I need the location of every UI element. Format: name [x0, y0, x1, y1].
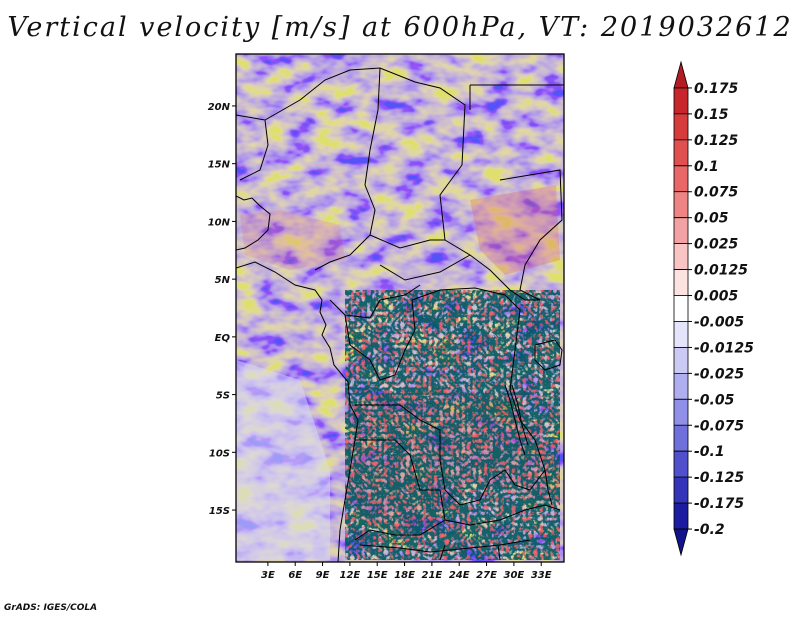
colorbar-segment	[673, 295, 689, 322]
border-zambia	[444, 504, 561, 526]
x-tick-label: 3E	[261, 570, 275, 581]
x-tick-label: 33E	[531, 570, 552, 581]
colorbar-label: -0.125	[694, 470, 744, 486]
border-north-2	[236, 99, 301, 181]
chart-title: Vertical velocity [m/s] at 600hPa, VT: 2…	[7, 12, 793, 43]
colorbar-label: 0.05	[694, 211, 729, 227]
coastline-gulf	[236, 261, 359, 562]
colorbar-label: 0.125	[694, 133, 739, 149]
border-angola	[354, 439, 446, 541]
y-tick-label: 20N	[208, 102, 231, 113]
footer-credit: GrADS: IGES/COLA	[4, 603, 98, 613]
colorbar-label: 0.075	[694, 185, 739, 201]
ascent-region-west	[240, 210, 345, 270]
colorbar-segment	[673, 347, 689, 374]
coastline-west	[236, 195, 271, 251]
colorbar-label: -0.1	[694, 444, 725, 460]
colorbar-label: 0.1	[694, 159, 719, 175]
colorbar-label: 0.0125	[694, 263, 748, 279]
colorbar-segment	[673, 476, 689, 504]
lake-malawi	[544, 469, 553, 506]
border-congo	[329, 284, 421, 381]
x-tick-label: 15E	[367, 570, 388, 581]
colorbar-segment	[673, 528, 689, 557]
ascent-region-east	[470, 185, 560, 275]
colorbar-segment	[673, 165, 689, 193]
colorbar-label: -0.05	[694, 392, 735, 408]
colorbar-segment	[673, 269, 689, 296]
colorbar-label: 0.175	[694, 81, 739, 97]
border-drc	[355, 287, 546, 506]
colorbar-label: -0.2	[694, 522, 725, 538]
y-tick-label: 10N	[208, 217, 231, 228]
subsidence-region-sw	[236, 360, 330, 560]
colorbar-segment	[673, 398, 689, 426]
x-tick-label: 27E	[476, 570, 497, 581]
colorbar-segment	[673, 424, 689, 452]
border-chad	[314, 67, 381, 271]
colorbar-segment	[673, 87, 689, 115]
border-south	[359, 539, 531, 561]
border-east	[469, 84, 564, 301]
border-car	[369, 234, 471, 281]
x-axis: 3E 6E 9E 12E 15E 18E 21E 24E 27E 30E 33E	[261, 562, 552, 581]
colorbar-label: -0.075	[694, 418, 744, 434]
y-tick-label: 15N	[208, 160, 231, 171]
lake-victoria	[534, 339, 563, 371]
x-tick-label: 24E	[449, 570, 470, 581]
colorbar-label: -0.025	[694, 366, 744, 382]
y-tick-label: 5S	[216, 391, 230, 402]
colorbar-label: -0.005	[694, 314, 744, 330]
map-frame	[235, 53, 565, 563]
y-tick-label: EQ	[215, 333, 231, 344]
colorbar: 0.175 0.15 0.125 0.1 0.075 0.05 0.025 0.0125 0.0…	[673, 60, 754, 557]
x-tick-label: 6E	[288, 570, 302, 581]
border-north-1	[299, 67, 540, 301]
country-borders	[236, 67, 564, 562]
x-tick-label: 21E	[422, 570, 443, 581]
x-tick-label: 18E	[394, 570, 415, 581]
colorbar-segment	[673, 243, 689, 270]
colorbar-segment	[673, 191, 689, 219]
x-tick-label: 9E	[316, 570, 330, 581]
x-tick-label: 12E	[340, 570, 361, 581]
colorbar-segment	[673, 139, 689, 167]
speckle-field-central	[345, 290, 560, 560]
colorbar-segment	[673, 502, 689, 530]
colorbar-segment	[673, 372, 689, 400]
y-tick-label: 10S	[209, 448, 230, 459]
map-panel	[236, 54, 564, 562]
colorbar-label: 0.005	[694, 289, 739, 305]
y-axis: 20N 15N 10N 5N EQ 5S 10S 15S	[208, 102, 236, 517]
colorbar-segment	[673, 321, 689, 348]
colorbar-segment	[673, 450, 689, 478]
y-tick-label: 15S	[209, 506, 230, 517]
colorbar-label: 0.15	[694, 107, 729, 123]
colorbar-segment	[673, 60, 689, 89]
colorbar-label: -0.175	[694, 496, 744, 512]
colorbar-label: 0.025	[694, 237, 739, 253]
colorbar-segment	[673, 217, 689, 245]
colorbar-segment	[673, 113, 689, 141]
y-tick-label: 5N	[215, 275, 231, 286]
x-tick-label: 30E	[504, 570, 525, 581]
lake-tanganyika	[504, 384, 529, 456]
colorbar-label: -0.0125	[694, 340, 754, 356]
